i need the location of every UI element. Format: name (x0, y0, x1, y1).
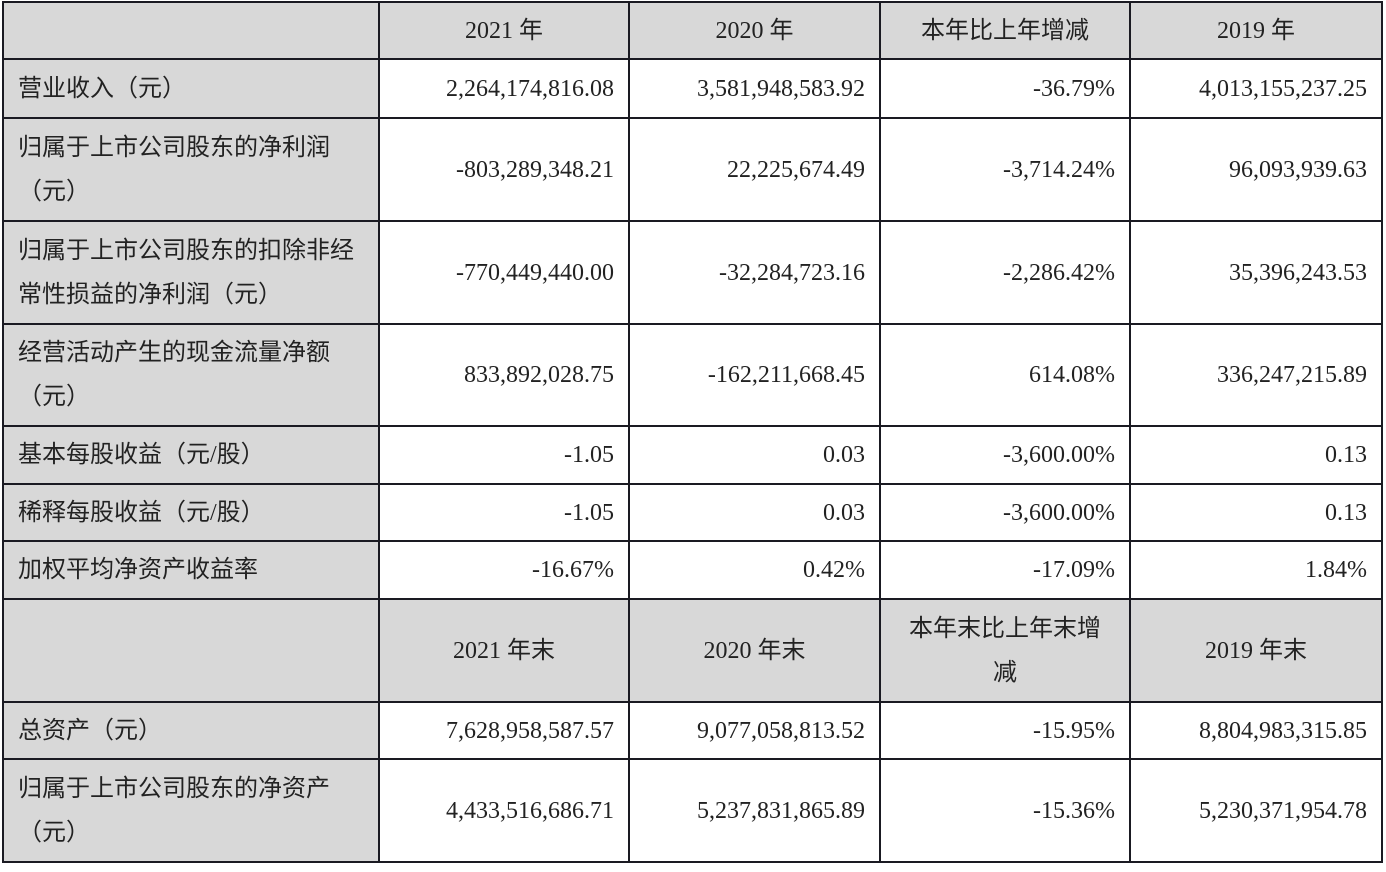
cell-2020-end: 9,077,058,813.52 (628, 701, 881, 760)
row-label: 稀释每股收益（元/股） (2, 483, 380, 542)
cell-2019: 336,247,215.89 (1129, 323, 1383, 427)
cell-2021: 833,892,028.75 (378, 323, 630, 427)
cell-change: -3,600.00% (879, 483, 1131, 542)
cell-change: 614.08% (879, 323, 1131, 427)
cell-2019: 1.84% (1129, 540, 1383, 600)
cell-2021: -1.05 (378, 425, 630, 485)
cell-change: -36.79% (879, 58, 1131, 119)
row-label: 基本每股收益（元/股） (2, 425, 380, 485)
cell-2019: 4,013,155,237.25 (1129, 58, 1383, 119)
header-cell-change-end: 本年末比上年末增减 (879, 598, 1131, 703)
cell-2021: -803,289,348.21 (378, 117, 630, 222)
cell-change: -2,286.42% (879, 220, 1131, 325)
table-row-roe: 加权平均净资产收益率 -16.67% 0.42% -17.09% 1.84% (2, 540, 1383, 600)
cell-change: -17.09% (879, 540, 1131, 600)
cell-change: -3,600.00% (879, 425, 1131, 485)
header-cell-2019: 2019 年 (1129, 1, 1383, 60)
cell-2021: -1.05 (378, 483, 630, 542)
cell-2019: 35,396,243.53 (1129, 220, 1383, 325)
table-row-net-profit: 归属于上市公司股东的净利润（元） -803,289,348.21 22,225,… (2, 117, 1383, 222)
header-cell-2021-end: 2021 年末 (378, 598, 630, 703)
cell-2020: -162,211,668.45 (628, 323, 881, 427)
cell-2019: 96,093,939.63 (1129, 117, 1383, 222)
row-label: 总资产（元） (2, 701, 380, 760)
cell-2021: 2,264,174,816.08 (378, 58, 630, 119)
cell-2019-end: 5,230,371,954.78 (1129, 758, 1383, 863)
table-row-net-profit-excl: 归属于上市公司股东的扣除非经常性损益的净利润（元） -770,449,440.0… (2, 220, 1383, 325)
header-cell-empty (2, 1, 380, 60)
cell-2021: -770,449,440.00 (378, 220, 630, 325)
header-cell-empty (2, 598, 380, 703)
cell-2020: -32,284,723.16 (628, 220, 881, 325)
cell-2019: 0.13 (1129, 425, 1383, 485)
row-label: 归属于上市公司股东的扣除非经常性损益的净利润（元） (2, 220, 380, 325)
row-label: 归属于上市公司股东的净利润（元） (2, 117, 380, 222)
header-row-annual: 2021 年 2020 年 本年比上年增减 2019 年 (2, 1, 1383, 60)
row-label: 归属于上市公司股东的净资产（元） (2, 758, 380, 863)
row-label: 营业收入（元） (2, 58, 380, 119)
header-cell-2020-end: 2020 年末 (628, 598, 881, 703)
cell-2021-end: 4,433,516,686.71 (378, 758, 630, 863)
cell-2020-end: 5,237,831,865.89 (628, 758, 881, 863)
header-cell-2020: 2020 年 (628, 1, 881, 60)
cell-change: -3,714.24% (879, 117, 1131, 222)
table-row-diluted-eps: 稀释每股收益（元/股） -1.05 0.03 -3,600.00% 0.13 (2, 483, 1383, 542)
cell-2019-end: 8,804,983,315.85 (1129, 701, 1383, 760)
cell-2020: 0.03 (628, 483, 881, 542)
cell-2020: 0.03 (628, 425, 881, 485)
cell-2020: 0.42% (628, 540, 881, 600)
table-row-operating-cashflow: 经营活动产生的现金流量净额（元） 833,892,028.75 -162,211… (2, 323, 1383, 427)
header-row-year-end: 2021 年末 2020 年末 本年末比上年末增减 2019 年末 (2, 598, 1383, 703)
row-label: 加权平均净资产收益率 (2, 540, 380, 600)
cell-change: -15.36% (879, 758, 1131, 863)
table-row-total-assets: 总资产（元） 7,628,958,587.57 9,077,058,813.52… (2, 701, 1383, 760)
cell-2020: 22,225,674.49 (628, 117, 881, 222)
row-label: 经营活动产生的现金流量净额（元） (2, 323, 380, 427)
table-row-basic-eps: 基本每股收益（元/股） -1.05 0.03 -3,600.00% 0.13 (2, 425, 1383, 485)
cell-2021-end: 7,628,958,587.57 (378, 701, 630, 760)
table-row-revenue: 营业收入（元） 2,264,174,816.08 3,581,948,583.9… (2, 58, 1383, 119)
table-row-net-assets: 归属于上市公司股东的净资产（元） 4,433,516,686.71 5,237,… (2, 758, 1383, 863)
cell-2021: -16.67% (378, 540, 630, 600)
cell-2020: 3,581,948,583.92 (628, 58, 881, 119)
cell-2019: 0.13 (1129, 483, 1383, 542)
cell-change: -15.95% (879, 701, 1131, 760)
header-cell-change: 本年比上年增减 (879, 1, 1131, 60)
header-cell-2021: 2021 年 (378, 1, 630, 60)
header-cell-2019-end: 2019 年末 (1129, 598, 1383, 703)
